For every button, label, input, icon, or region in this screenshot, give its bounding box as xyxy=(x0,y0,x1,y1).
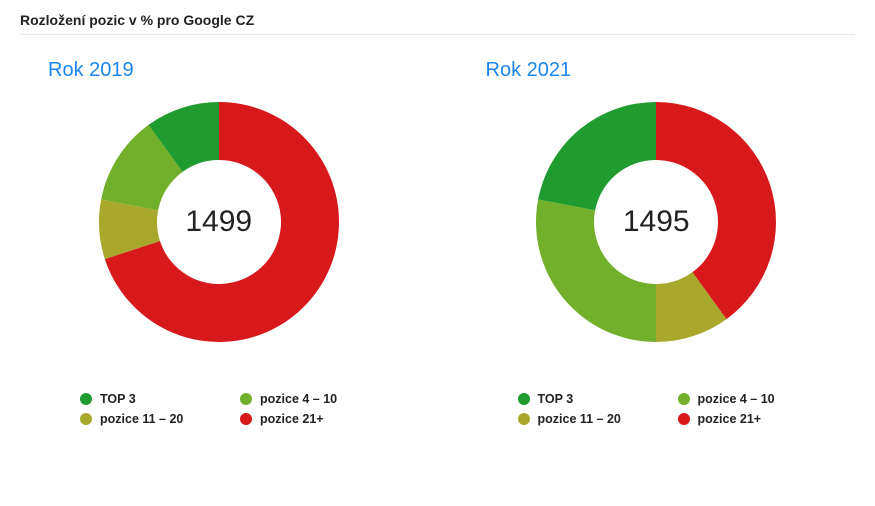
panels-row: Rok 2019 1499 TOP 3 pozice 4 – 10 xyxy=(20,55,855,426)
donut-2019: 1499 xyxy=(89,92,349,352)
legend-item-p4-10: pozice 4 – 10 xyxy=(240,392,390,406)
legend-dot-p4-10 xyxy=(678,393,690,405)
legend-2019: TOP 3 pozice 4 – 10 pozice 11 – 20 pozic… xyxy=(80,392,390,426)
legend-item-p4-10: pozice 4 – 10 xyxy=(678,392,828,406)
legend-label-top3: TOP 3 xyxy=(100,392,136,406)
donut-wrap-2021: 1495 xyxy=(458,92,856,352)
page-title: Rozložení pozic v % pro Google CZ xyxy=(20,12,855,28)
legend-label-top3: TOP 3 xyxy=(538,392,574,406)
legend-item-p21: pozice 21+ xyxy=(678,412,828,426)
legend-dot-p11-20 xyxy=(80,413,92,425)
page: Rozložení pozic v % pro Google CZ Rok 20… xyxy=(0,0,875,506)
legend-dot-top3 xyxy=(518,393,530,405)
panel-2021: Rok 2021 1495 TOP 3 pozice 4 – 10 xyxy=(458,55,856,426)
donut-wrap-2019: 1499 xyxy=(20,92,418,352)
legend-item-p11-20: pozice 11 – 20 xyxy=(80,412,230,426)
legend-item-p11-20: pozice 11 – 20 xyxy=(518,412,668,426)
year-label-2019: Rok 2019 xyxy=(48,59,134,82)
legend-label-p21: pozice 21+ xyxy=(698,412,762,426)
donut-2021: 1495 xyxy=(526,92,786,352)
donut-center-2021: 1495 xyxy=(526,92,786,352)
legend-label-p4-10: pozice 4 – 10 xyxy=(698,392,775,406)
legend-2021: TOP 3 pozice 4 – 10 pozice 11 – 20 pozic… xyxy=(518,392,828,426)
panel-2019: Rok 2019 1499 TOP 3 pozice 4 – 10 xyxy=(20,55,418,426)
legend-item-top3: TOP 3 xyxy=(518,392,668,406)
legend-dot-p21 xyxy=(678,413,690,425)
legend-item-top3: TOP 3 xyxy=(80,392,230,406)
legend-label-p4-10: pozice 4 – 10 xyxy=(260,392,337,406)
legend-dot-p21 xyxy=(240,413,252,425)
legend-item-p21: pozice 21+ xyxy=(240,412,390,426)
donut-center-2019: 1499 xyxy=(89,92,349,352)
legend-dot-p4-10 xyxy=(240,393,252,405)
divider xyxy=(20,34,855,35)
legend-label-p11-20: pozice 11 – 20 xyxy=(538,412,621,426)
legend-dot-top3 xyxy=(80,393,92,405)
legend-dot-p11-20 xyxy=(518,413,530,425)
legend-label-p11-20: pozice 11 – 20 xyxy=(100,412,183,426)
year-label-2021: Rok 2021 xyxy=(486,59,572,82)
legend-label-p21: pozice 21+ xyxy=(260,412,324,426)
